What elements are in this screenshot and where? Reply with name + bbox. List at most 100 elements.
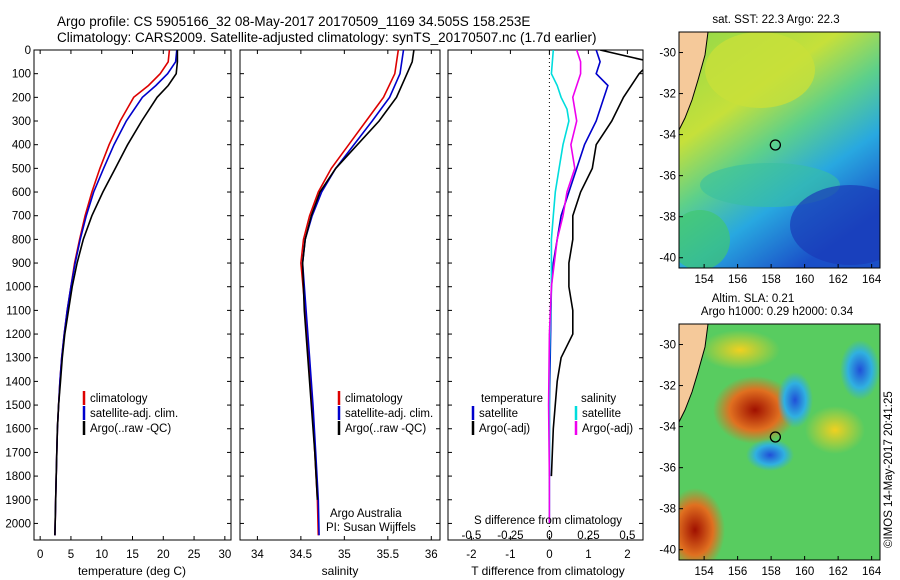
imos-credit: ©IMOS 14-May-2017 20:41:25	[883, 391, 895, 548]
legend-title-salinity: salinity	[581, 393, 616, 405]
salinity-x-axis: 34 34.5 35 35.5 36	[251, 50, 438, 561]
x-tick-label: 34	[251, 549, 264, 561]
x-tick-label: 30	[218, 549, 231, 561]
x-tick-label: 0	[37, 549, 43, 561]
salinity-depth-ticks	[240, 49, 440, 524]
salinity-axes-frame	[239, 49, 441, 541]
depth-tick-label: 1200	[5, 329, 31, 341]
legend-label-satellite: satellite-adj. clim.	[90, 408, 178, 420]
lon-tick-label: 156	[728, 566, 747, 578]
sla-map-title: Altim. SLA: 0.21	[712, 293, 794, 305]
depth-tick-label: 300	[12, 116, 31, 128]
legend-label-climatology: climatology	[345, 393, 403, 405]
temperature-panel: 0100200300400500600700800900100011001200…	[5, 45, 232, 578]
legend-label-s-satellite: satellite	[582, 408, 621, 420]
x-tick-label: -2	[466, 549, 476, 561]
argo-location-marker	[769, 139, 782, 151]
depth-tick-label: 1800	[5, 471, 31, 483]
s-tick-label: -0.25	[497, 530, 523, 542]
land-australia	[679, 32, 709, 131]
series-line-s-argo-adj-	[547, 50, 582, 524]
lon-tick-label: 164	[862, 566, 882, 578]
legend-label-climatology: climatology	[90, 393, 148, 405]
s-tick-label: 0	[546, 530, 552, 542]
temperature-lines	[54, 50, 179, 536]
t-difference-label: T difference from climatology	[471, 564, 625, 578]
lon-tick-label: 158	[762, 566, 781, 578]
annotation-pi: PI: Susan Wijffels	[326, 522, 416, 534]
salinity-panel: 34 34.5 35 35.5 36 climatology satellite-adj…	[239, 49, 441, 578]
argo-location-marker	[769, 431, 782, 443]
sst-green-patch	[679, 210, 730, 268]
legend-label-t-argo: Argo(-adj)	[479, 423, 530, 435]
lon-tick-label: 156	[728, 274, 747, 286]
header-line-2: Climatology: CARS2009. Satellite-adjuste…	[57, 30, 597, 45]
lat-tick-label: -32	[659, 89, 676, 101]
depth-tick-label: 600	[12, 187, 31, 199]
depth-axis: 0 100 200 300 400 500 600 700 800 900 1000 1100 1200…	[5, 45, 231, 530]
difference-depth-ticks	[448, 49, 643, 524]
depth-tick-label: 2000	[5, 518, 31, 530]
s-tick-label: 0.25	[577, 530, 599, 542]
lat-tick-label: -38	[659, 212, 676, 224]
sla-high-eddy	[713, 376, 797, 444]
depth-tick-label: 100	[12, 69, 31, 81]
header-line-1: Argo profile: CS 5905166_32 08-May-2017 …	[57, 14, 530, 29]
sla-high-southwest	[679, 488, 725, 560]
lat-tick-label: -36	[659, 171, 676, 183]
lon-tick-label: 164	[862, 274, 882, 286]
x-tick-label: 35	[338, 549, 351, 561]
depth-tick-label: 1400	[5, 376, 31, 388]
salinity-lines	[300, 50, 415, 536]
series-line-argo-raw-qc-	[301, 50, 415, 500]
s-difference-label: S difference from climatology	[474, 515, 622, 527]
salinity-x-label: salinity	[322, 564, 359, 578]
lon-tick-label: 160	[795, 566, 814, 578]
x-tick-label: 35.5	[377, 549, 399, 561]
legend-label-satellite: satellite-adj. clim.	[345, 408, 433, 420]
temperature-x-label: temperature (deg C)	[78, 564, 186, 578]
sst-map-panel: sat. SST: 22.3 Argo: 22.3 154 156 158 160 16…	[659, 14, 882, 286]
lat-tick-label: -40	[659, 253, 676, 265]
difference-x-axis: -2 -1 0 1 2	[466, 50, 631, 561]
legend-title-temperature: temperature	[481, 393, 543, 405]
temperature-legend: climatology satellite-adj. clim. Argo(..…	[82, 391, 178, 435]
sla-low-north	[777, 372, 813, 428]
difference-panel: -2 -1 0 1 2 temperature satellite Argo(-adj)…	[447, 49, 644, 578]
depth-tick-label: 1900	[5, 495, 31, 507]
difference-legend: temperature satellite Argo(-adj) salinit…	[471, 393, 633, 435]
x-tick-label: 25	[188, 549, 201, 561]
sla-map-panel: Altim. SLA: 0.21 Argo h1000: 0.29 h2000:…	[659, 293, 881, 578]
x-tick-label: 10	[95, 549, 108, 561]
depth-tick-label: 400	[12, 140, 31, 152]
depth-tick-label: 900	[12, 258, 31, 270]
x-tick-label: 20	[157, 549, 170, 561]
depth-tick-label: 1700	[5, 447, 31, 459]
series-line-t-argo-adj-	[550, 50, 643, 477]
difference-lines	[547, 50, 643, 524]
lon-tick-label: 162	[829, 566, 848, 578]
depth-tick-label: 700	[12, 211, 31, 223]
sst-map-field	[679, 32, 880, 268]
difference-axes-frame	[447, 49, 644, 541]
s-tick-label: -0.5	[461, 530, 481, 542]
lat-tick-label: -38	[659, 504, 676, 516]
lon-tick-label: 154	[695, 566, 715, 578]
depth-tick-label: 800	[12, 234, 31, 246]
lon-tick-label: 160	[795, 274, 814, 286]
s-difference-ticks: -0.5 -0.25 0 0.25 0.5	[461, 530, 635, 542]
temperature-x-axis: 0 5 10 15 20 25 30	[37, 50, 231, 561]
depth-tick-label: 1000	[5, 282, 31, 294]
x-tick-label: -1	[505, 549, 515, 561]
lat-tick-label: -34	[659, 130, 676, 142]
annotation-argo-australia: Argo Australia	[330, 508, 402, 520]
series-line-argo-raw-qc-	[54, 50, 179, 536]
x-tick-label: 15	[126, 549, 139, 561]
sla-map-field	[679, 324, 880, 560]
sst-map-frame	[678, 31, 881, 269]
lon-tick-label: 162	[829, 274, 848, 286]
depth-tick-label: 1300	[5, 353, 31, 365]
sla-map-ticks: 154 156 158 160 162 164 -30 -32 -34 -36 -38 -40	[659, 340, 881, 578]
lon-tick-label: 158	[762, 274, 781, 286]
salinity-legend: climatology satellite-adj. clim. Argo(..…	[337, 391, 433, 435]
